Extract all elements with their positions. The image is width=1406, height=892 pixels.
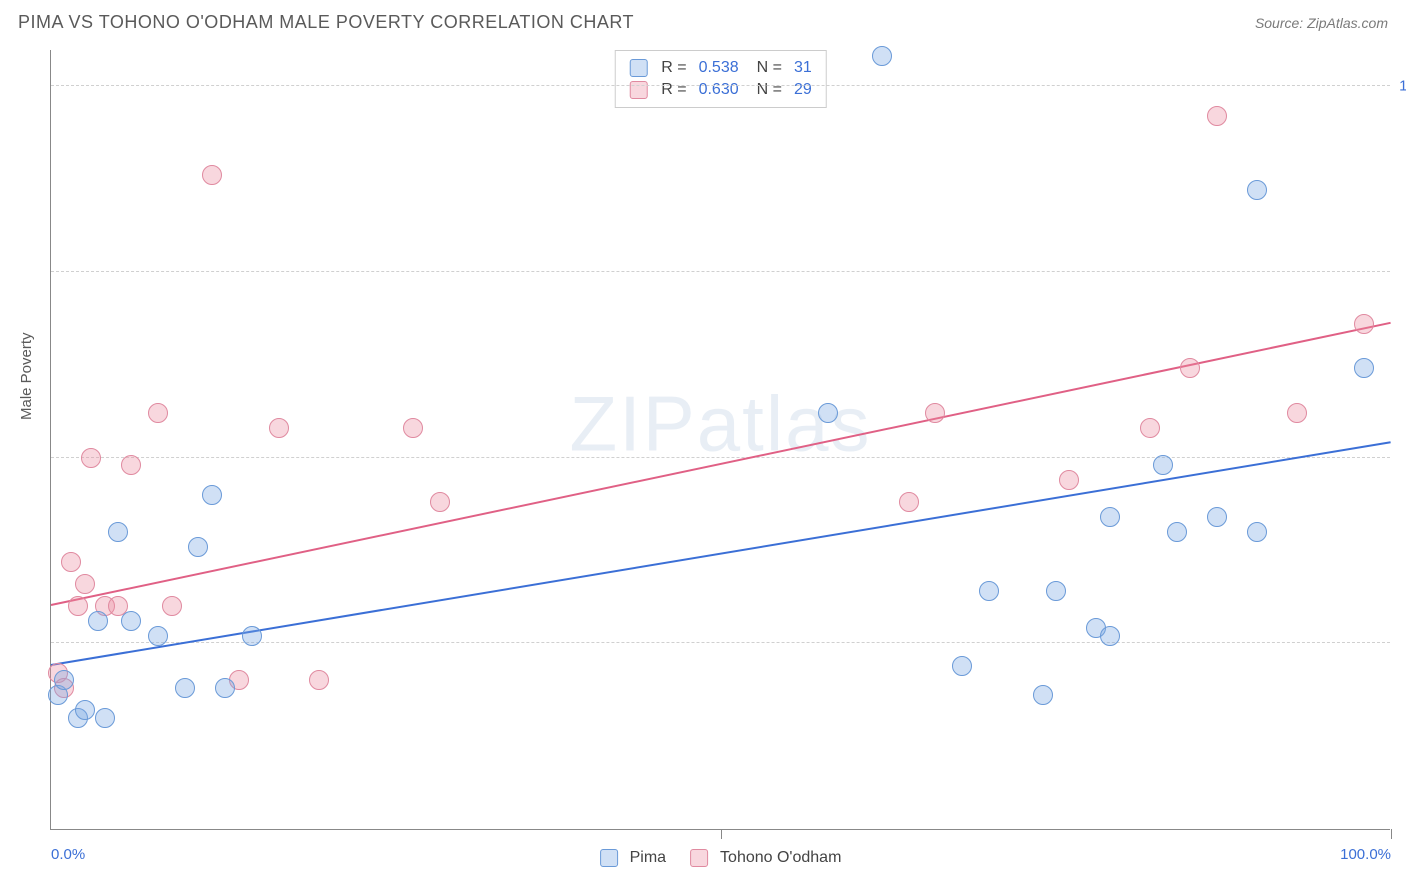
pima-swatch-icon (600, 849, 618, 867)
correlation-legend: R = 0.538 N = 31 R = 0.630 N = 29 (614, 50, 827, 108)
tohono-point (75, 574, 95, 594)
tohono-point (121, 455, 141, 475)
pima-point (148, 626, 168, 646)
gridline (51, 85, 1390, 86)
pima-point (1207, 507, 1227, 527)
pima-point (215, 678, 235, 698)
pima-point (202, 485, 222, 505)
pima-point (75, 700, 95, 720)
tohono-point (1059, 470, 1079, 490)
tohono-point (68, 596, 88, 616)
n-label: N = (757, 59, 782, 77)
x-tick (721, 829, 722, 839)
tohono-swatch-icon (690, 849, 708, 867)
chart-header: PIMA VS TOHONO O'ODHAM MALE POVERTY CORR… (0, 0, 1406, 39)
chart-title: PIMA VS TOHONO O'ODHAM MALE POVERTY CORR… (18, 12, 634, 33)
tohono-swatch-icon (629, 81, 647, 99)
legend-row-pima: R = 0.538 N = 31 (629, 57, 812, 79)
tohono-point (162, 596, 182, 616)
pima-point (979, 581, 999, 601)
watermark-atlas: atlas (697, 379, 872, 467)
r-label: R = (661, 59, 686, 77)
pima-point (1247, 180, 1267, 200)
pima-point (108, 522, 128, 542)
pima-point (1100, 626, 1120, 646)
r-label: R = (661, 81, 686, 99)
chart-source: Source: ZipAtlas.com (1255, 15, 1388, 31)
tohono-r-value: 0.630 (699, 81, 739, 99)
tohono-point (1287, 403, 1307, 423)
pima-r-value: 0.538 (699, 59, 739, 77)
pima-point (872, 46, 892, 66)
legend-item-pima: Pima (600, 849, 666, 867)
tohono-point (1354, 314, 1374, 334)
tohono-point (925, 403, 945, 423)
y-axis-label: Male Poverty (18, 332, 35, 420)
pima-point (95, 708, 115, 728)
legend-label: Pima (630, 849, 666, 867)
pima-point (54, 670, 74, 690)
tohono-point (81, 448, 101, 468)
legend-row-tohono: R = 0.630 N = 29 (629, 79, 812, 101)
x-tick-label: 100.0% (1340, 846, 1391, 863)
gridline (51, 457, 1390, 458)
pima-swatch-icon (629, 59, 647, 77)
watermark-zip: ZIP (569, 379, 696, 467)
pima-point (818, 403, 838, 423)
pima-point (952, 656, 972, 676)
y-tick-label: 100.0% (1399, 78, 1406, 95)
gridline (51, 271, 1390, 272)
pima-point (188, 537, 208, 557)
tohono-point (309, 670, 329, 690)
scatter-plot: ZIPatlas R = 0.538 N = 31 R = 0.630 N = … (50, 50, 1390, 830)
pima-point (88, 611, 108, 631)
x-tick-label: 0.0% (51, 846, 85, 863)
tohono-point (1140, 418, 1160, 438)
n-label: N = (757, 81, 782, 99)
legend-label: Tohono O'odham (720, 849, 841, 867)
pima-point (1354, 358, 1374, 378)
tohono-point (403, 418, 423, 438)
tohono-point (61, 552, 81, 572)
tohono-point (1207, 106, 1227, 126)
pima-point (121, 611, 141, 631)
tohono-point (430, 492, 450, 512)
series-legend: Pima Tohono O'odham (600, 849, 842, 867)
pima-point (175, 678, 195, 698)
tohono-point (1180, 358, 1200, 378)
pima-point (1153, 455, 1173, 475)
tohono-point (269, 418, 289, 438)
pima-point (1100, 507, 1120, 527)
pima-point (1167, 522, 1187, 542)
tohono-point (148, 403, 168, 423)
tohono-point (899, 492, 919, 512)
tohono-point (202, 165, 222, 185)
pima-n-value: 31 (794, 59, 812, 77)
x-tick (1391, 829, 1392, 839)
pima-point (1033, 685, 1053, 705)
pima-point (242, 626, 262, 646)
legend-item-tohono: Tohono O'odham (690, 849, 841, 867)
tohono-n-value: 29 (794, 81, 812, 99)
pima-point (1046, 581, 1066, 601)
pima-point (1247, 522, 1267, 542)
